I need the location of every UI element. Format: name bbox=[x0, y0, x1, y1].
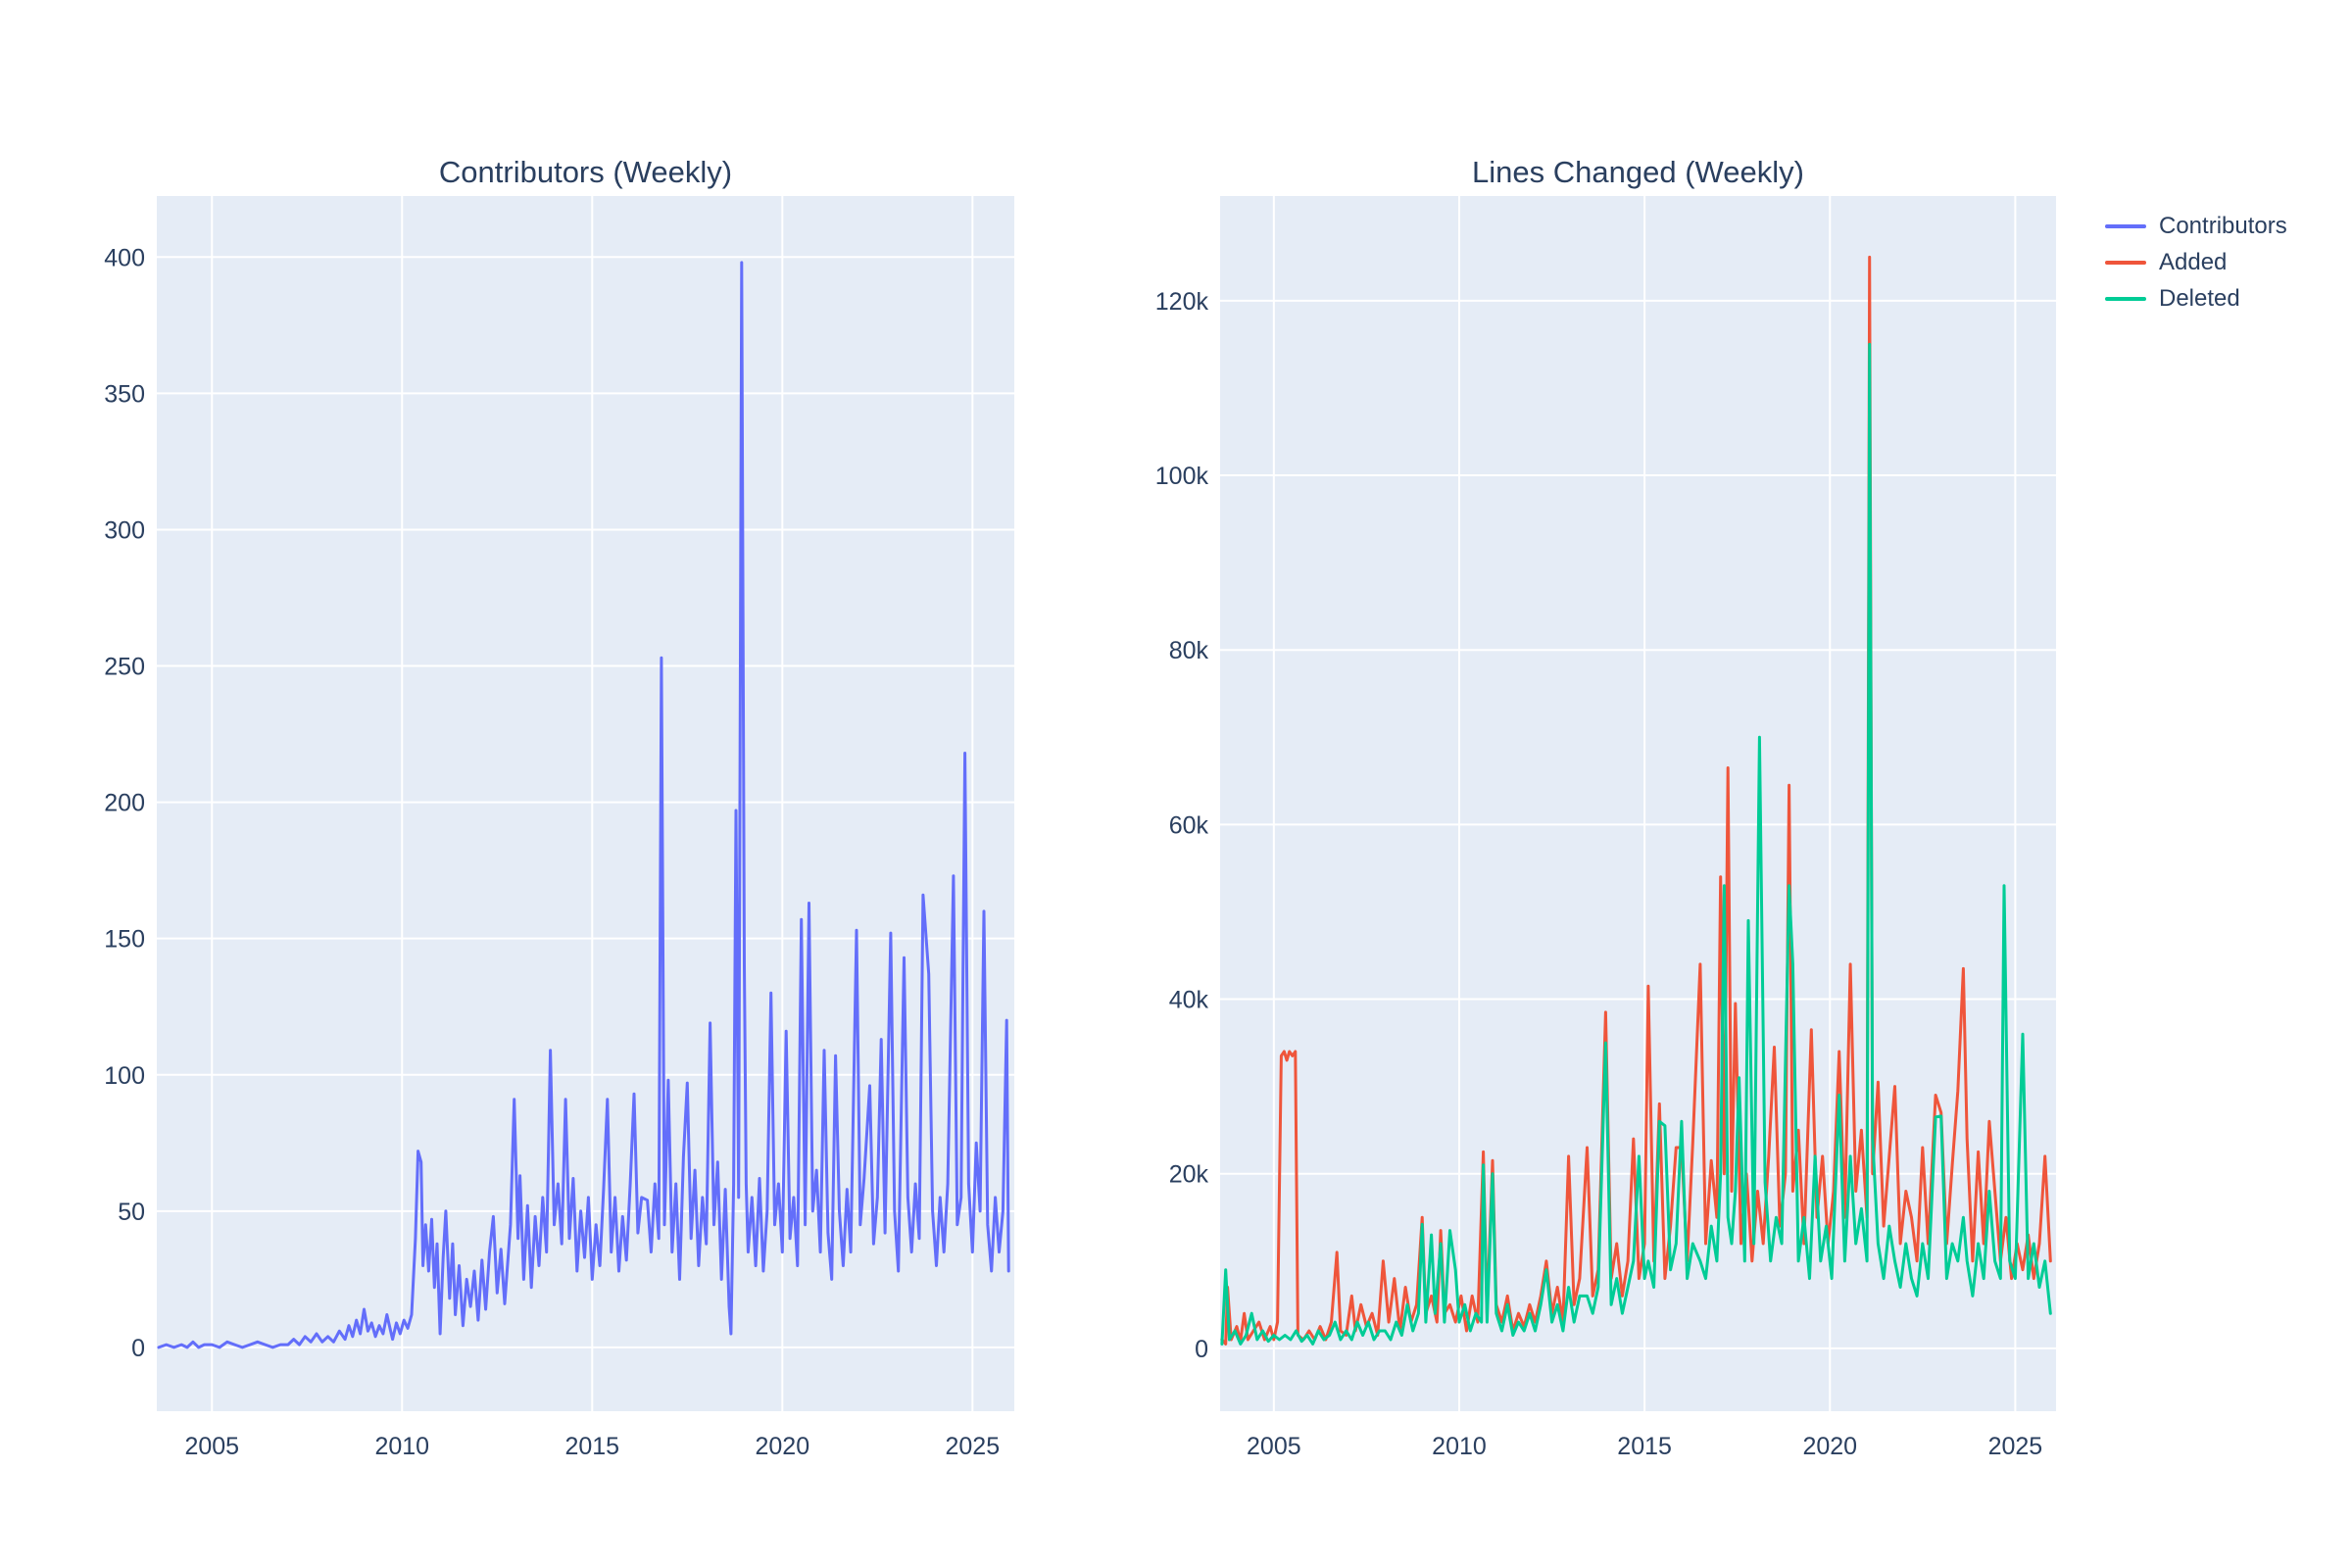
y-tick-label: 80k bbox=[1169, 637, 1209, 664]
y-tick-label: 50 bbox=[118, 1199, 145, 1226]
legend-label: Deleted bbox=[2159, 284, 2240, 312]
y-tick-label: 0 bbox=[131, 1335, 145, 1362]
x-tick-label: 2025 bbox=[946, 1433, 1001, 1460]
y-tick-label: 60k bbox=[1169, 811, 1209, 839]
y-tick-label: 20k bbox=[1169, 1161, 1209, 1189]
x-tick-label: 2015 bbox=[564, 1433, 619, 1460]
series-contributors-line bbox=[157, 261, 1010, 1349]
y-tick-label: 0 bbox=[1195, 1336, 1208, 1363]
legend-label: Contributors bbox=[2159, 212, 2287, 239]
x-tick-label: 2015 bbox=[1617, 1433, 1672, 1460]
y-tick-label: 100k bbox=[1155, 463, 1209, 490]
contributors-chart[interactable]: 2005 2010 2015 2020 2025 0 50 100 150 200 250 300 35… bbox=[104, 196, 1014, 1460]
legend-swatch-deleted bbox=[2105, 296, 2146, 301]
y-tick-label: 120k bbox=[1155, 288, 1209, 316]
x-tick-label: 2020 bbox=[1802, 1433, 1857, 1460]
series-deleted-line bbox=[1220, 342, 2052, 1346]
x-tick-label: 2005 bbox=[184, 1433, 239, 1460]
legend-item-added[interactable]: Added bbox=[2105, 244, 2287, 280]
legend-swatch-contributors bbox=[2105, 223, 2146, 228]
y-tick-label: 400 bbox=[104, 244, 145, 271]
x-tick-label: 2025 bbox=[1988, 1433, 2043, 1460]
y-tick-label: 350 bbox=[104, 380, 145, 408]
legend-swatch-added bbox=[2105, 260, 2146, 265]
plot-area bbox=[1220, 196, 2056, 1411]
x-tick-label: 2010 bbox=[1432, 1433, 1487, 1460]
chart-title-lines-changed: Lines Changed (Weekly) bbox=[1472, 155, 1804, 189]
legend-item-contributors[interactable]: Contributors bbox=[2105, 208, 2287, 244]
x-tick-label: 2010 bbox=[374, 1433, 429, 1460]
y-tick-label: 150 bbox=[104, 926, 145, 954]
chart-title-contributors: Contributors (Weekly) bbox=[438, 155, 733, 189]
y-tick-label: 200 bbox=[104, 790, 145, 817]
lines-changed-chart[interactable]: 2005 2010 2015 2020 2025 0 20k 40k 60k 80k 100k 120… bbox=[1155, 196, 2056, 1460]
x-tick-label: 2005 bbox=[1247, 1433, 1301, 1460]
series-added-line bbox=[1220, 255, 2052, 1346]
x-tick-label: 2020 bbox=[755, 1433, 809, 1460]
y-tick-label: 250 bbox=[104, 654, 145, 681]
y-tick-label: 40k bbox=[1169, 987, 1209, 1014]
legend: Contributors Added Deleted bbox=[2105, 208, 2287, 317]
legend-item-deleted[interactable]: Deleted bbox=[2105, 280, 2287, 317]
legend-label: Added bbox=[2159, 248, 2228, 275]
y-tick-label: 300 bbox=[104, 516, 145, 544]
y-tick-label: 100 bbox=[104, 1062, 145, 1090]
